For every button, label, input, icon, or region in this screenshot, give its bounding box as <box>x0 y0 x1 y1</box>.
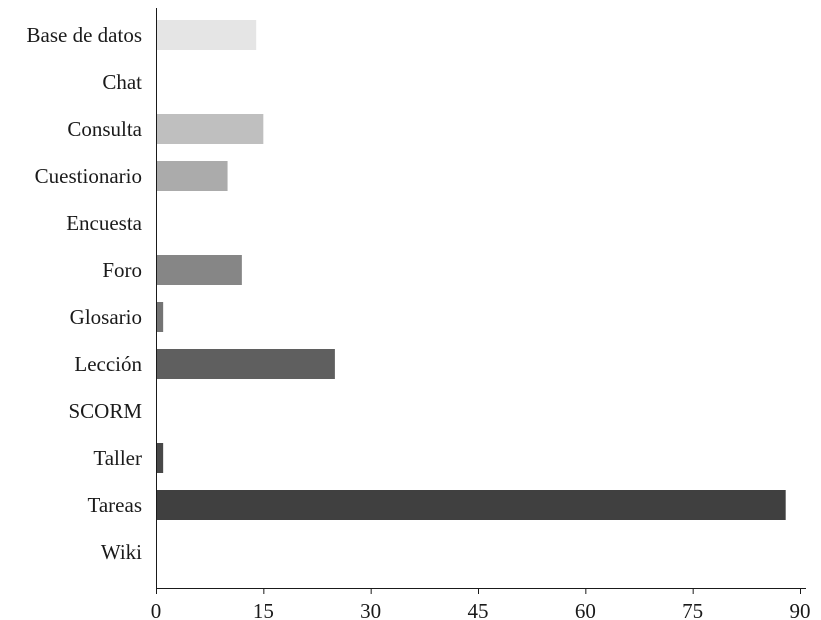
category-label: Base de datos <box>27 23 142 47</box>
bar <box>156 114 264 144</box>
bar <box>156 302 164 332</box>
x-tick-label: 75 <box>682 599 703 620</box>
x-tick-label: 0 <box>151 599 162 620</box>
category-label: Wiki <box>101 540 142 564</box>
category-label: Taller <box>93 446 142 470</box>
category-label: Cuestionario <box>35 164 142 188</box>
x-tick-label: 15 <box>253 599 274 620</box>
category-label: Tareas <box>88 493 143 517</box>
category-label: Lección <box>74 352 142 376</box>
x-tick-label: 60 <box>575 599 596 620</box>
x-tick-label: 90 <box>790 599 811 620</box>
category-label: Consulta <box>67 117 142 141</box>
bars-group <box>156 20 786 520</box>
category-label: Chat <box>102 70 142 94</box>
category-label: Foro <box>102 258 142 282</box>
x-axis-ticks: 0 15 30 45 60 75 90 <box>151 588 811 620</box>
bar <box>156 443 164 473</box>
category-label: Encuesta <box>66 211 142 235</box>
category-labels: Base de datos Chat Consulta Cuestionario Enc… <box>27 23 143 564</box>
bar <box>156 255 242 285</box>
x-tick-label: 45 <box>468 599 489 620</box>
category-label: Glosario <box>70 305 142 329</box>
category-label: SCORM <box>68 399 142 423</box>
bar <box>156 20 257 50</box>
bar <box>156 161 228 191</box>
x-tick-label: 30 <box>360 599 381 620</box>
bar <box>156 349 335 379</box>
bar <box>156 490 786 520</box>
